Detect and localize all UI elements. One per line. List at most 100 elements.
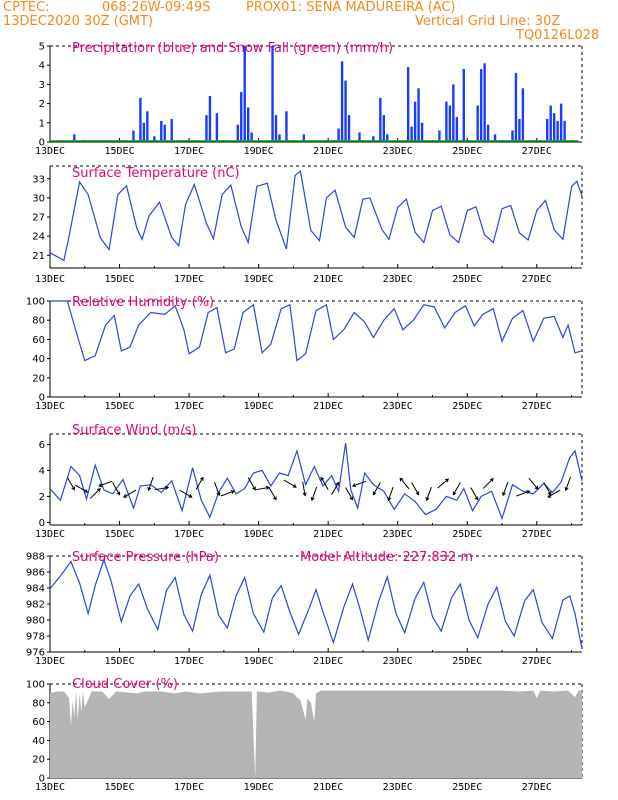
precip-bar [556, 120, 559, 142]
wind-vector [387, 486, 394, 502]
humidity-title: Relative Humidity (%) [72, 295, 214, 310]
wind-vector-shaft [123, 489, 137, 498]
precip-bar [243, 46, 246, 142]
cloud-x-tick-label: 25DEC [452, 782, 482, 793]
wind-y-tick-label: 6 [39, 440, 45, 451]
pressure-line [49, 558, 583, 649]
wind-vector [154, 485, 170, 491]
pressure-y-tick-label: 980 [26, 616, 45, 627]
precip-x-tick-label: 27DEC [522, 146, 552, 157]
pressure-y-tick-label: 986 [26, 568, 45, 579]
wind-vector [283, 479, 297, 488]
wind-vector-head [302, 492, 307, 497]
temperature-x-tick-label: 15DEC [104, 274, 134, 285]
wind-vector [411, 482, 420, 496]
wind-vector-shaft [214, 481, 220, 496]
humidity-panel: 0 20 40 60 80 100 13DEC 15DEC 17DEC 19DEC 21DEC 23D… [26, 295, 583, 412]
temperature-y-tick-label: 33 [32, 174, 45, 185]
temperature-line [49, 169, 583, 262]
wind-vector-head [534, 485, 539, 490]
cloud-x-tick-label: 17DEC [174, 782, 204, 793]
humidity-y-tick-label: 20 [32, 373, 45, 384]
header-coordinates: 068:26W-09:49S [102, 0, 211, 15]
header-run-date: 13DEC2020 30Z (GMT) [3, 14, 154, 29]
precip-bar [546, 118, 549, 142]
pressure-y-tick-label: 988 [26, 552, 45, 563]
wind-x-tick-label: 17DEC [174, 529, 204, 540]
precip-bar [340, 61, 344, 142]
cloud-y-tick-label: 60 [32, 717, 45, 728]
wind-vector-head [526, 490, 531, 495]
precip-bar [563, 120, 566, 142]
precip-bar [413, 101, 417, 142]
wind-panel: 0 2 4 6 13DEC 15DEC 17DEC 19DEC 21DEC 23DEC 25DEC 2… [35, 423, 583, 540]
precip-bar [160, 120, 163, 142]
precip-bar [163, 124, 166, 142]
precip-x-tick-label: 25DEC [452, 146, 482, 157]
wind-vector-head [425, 496, 430, 502]
temperature-x-tick-label: 25DEC [452, 274, 482, 285]
pressure-x-tick-label: 23DEC [383, 656, 413, 667]
header-grid-note: Vertical Grid Line: 30Z [415, 14, 561, 29]
wind-x-tick-label: 13DEC [35, 529, 65, 540]
precip-bar [420, 122, 424, 142]
wind-x-tick-label: 21DEC [313, 529, 343, 540]
wind-y-tick-label: 0 [39, 518, 45, 529]
wind-x-tick-label: 27DEC [522, 529, 552, 540]
pressure-x-tick-label: 19DEC [244, 656, 274, 667]
precip-bar [274, 115, 278, 142]
precip-bar [285, 111, 288, 142]
pressure-panel: 976 978 980 982 984 986 988 13DEC 15DEC 17DEC 19DE… [26, 550, 583, 667]
wind-vector-shaft [220, 490, 235, 497]
precip-bar [236, 124, 239, 142]
precip-bar [462, 69, 465, 142]
wind-y-tick-label: 2 [39, 492, 45, 503]
pressure-x-tick-label: 27DEC [522, 656, 552, 667]
wind-vector [214, 481, 221, 497]
humidity-y-tick-label: 100 [26, 297, 45, 308]
wind-vector-shaft [154, 486, 169, 491]
wind-vector [302, 481, 307, 497]
wind-vector-shaft [411, 482, 420, 495]
cloud-x-tick-label: 19DEC [244, 782, 274, 793]
wind-vector [195, 476, 204, 490]
wind-vector-shaft [147, 476, 154, 491]
precip-bar [438, 130, 441, 142]
wind-vector-shaft [516, 490, 530, 497]
precip-bar [386, 134, 389, 142]
wind-vector-head [216, 491, 221, 497]
precip-bar [170, 118, 173, 142]
precip-bar [448, 105, 452, 142]
wind-vector [247, 477, 256, 491]
wind-vector-head [349, 496, 354, 501]
precip-bar [372, 136, 375, 142]
precip-bar [132, 130, 135, 142]
wind-vector-head [474, 496, 479, 501]
humidity-y-tick-label: 80 [32, 316, 45, 327]
wind-vector-head [252, 486, 256, 491]
precip-bar [337, 128, 340, 142]
wind-vector-head [292, 484, 297, 488]
wind-vector-head [188, 494, 193, 498]
precip-bar [521, 88, 525, 142]
pressure-x-tick-label: 15DEC [104, 656, 134, 667]
wind-vector-head [387, 496, 392, 502]
precip-bar [358, 132, 361, 142]
wind-vector-shaft [89, 488, 101, 499]
wind-vector-head [351, 483, 357, 488]
wind-vector [351, 480, 367, 488]
precip-bar [549, 105, 552, 142]
cloud-x-tick-label: 13DEC [35, 782, 65, 793]
precip-bar [146, 111, 149, 142]
temperature-x-tick-label: 21DEC [313, 274, 343, 285]
wind-vector [112, 482, 121, 496]
precip-bar [302, 134, 306, 142]
precip-bar [410, 126, 413, 142]
temperature-x-tick-label: 23DEC [383, 274, 413, 285]
precip-bar [476, 105, 479, 142]
wind-vector-head [84, 489, 89, 493]
wind-vector-shaft [470, 487, 479, 500]
humidity-x-tick-label: 19DEC [244, 401, 274, 412]
humidity-y-tick-label: 40 [32, 354, 45, 365]
wind-vector [502, 481, 509, 497]
